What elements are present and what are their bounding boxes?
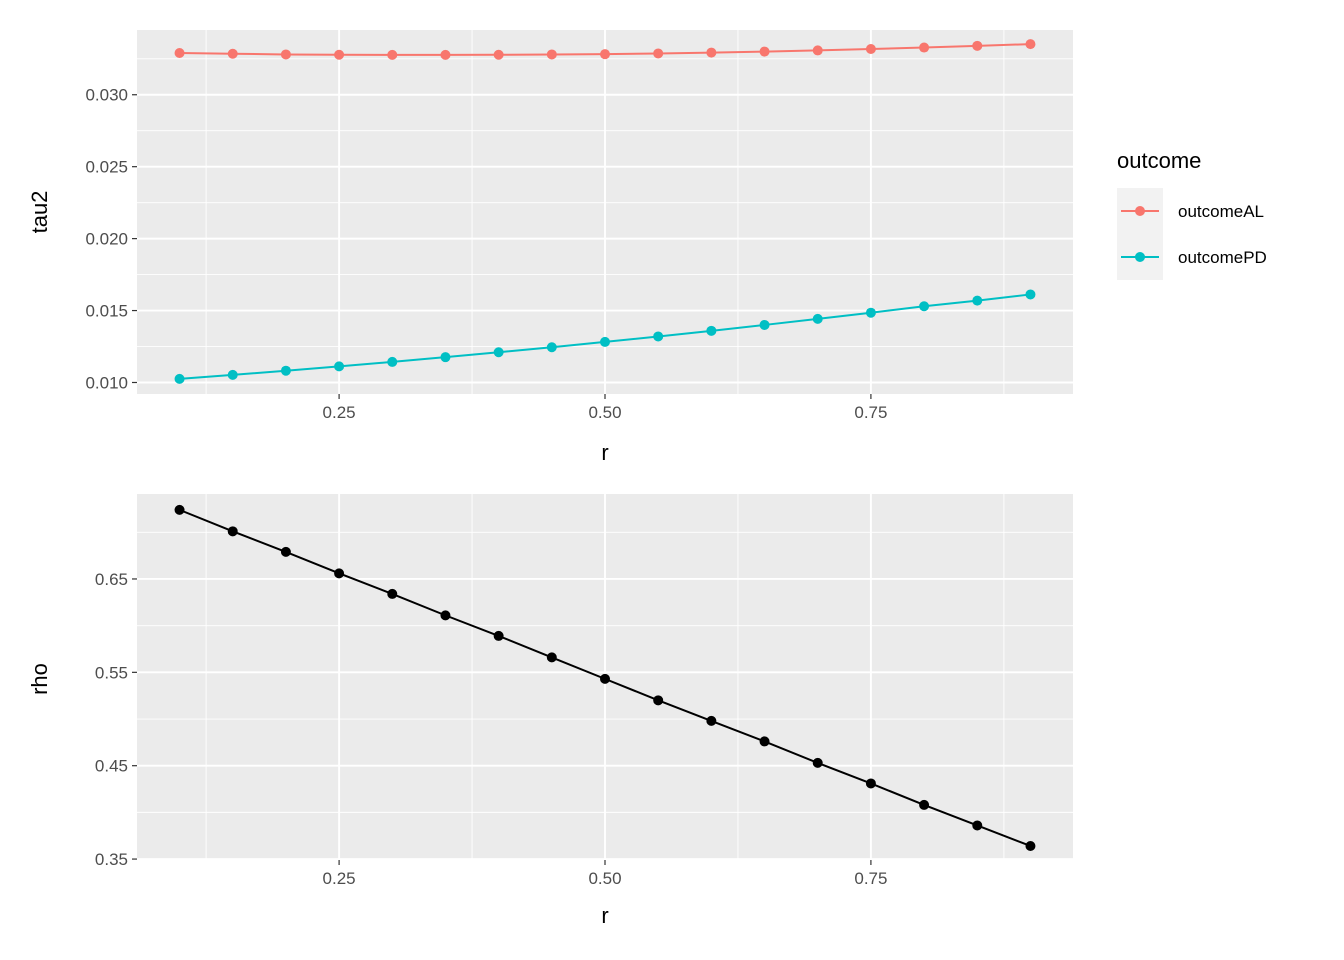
data-point-outcomeAL [227, 48, 238, 59]
tau2-x-tick-label: 0.75 [854, 403, 887, 422]
rho-major-gridlines [137, 494, 1073, 861]
rho-x-axis-title: r [601, 903, 608, 928]
tau2-y-tick-label: 0.015 [85, 302, 128, 321]
data-point-rho [600, 673, 610, 684]
data-point-outcomeAL [387, 49, 398, 60]
data-point-rho [227, 526, 238, 537]
data-point-outcomePD [174, 373, 185, 384]
data-point-outcomePD [706, 325, 717, 336]
data-point-outcomeAL [706, 47, 717, 58]
rho-y-tick-label: 0.65 [95, 570, 128, 589]
data-point-rho [387, 588, 398, 599]
legend-title: outcome [1117, 148, 1201, 173]
rho-y-axis: 0.35 0.45 0.55 0.65 [95, 570, 137, 869]
tau2-panel: 0.010 0.015 0.020 0.025 0.030 0.25 0.50 0.75 r… [27, 30, 1073, 465]
data-point-outcomePD [865, 307, 876, 318]
legend-label-outcomePD: outcomePD [1178, 248, 1267, 267]
data-point-rho [280, 546, 291, 557]
legend-key-point-outcomePD [1135, 252, 1145, 262]
rho-x-tick-label: 0.25 [323, 869, 356, 888]
data-point-rho [972, 820, 983, 831]
rho-panel: 0.35 0.45 0.55 0.65 0.25 0.50 0.75 r rho [27, 494, 1073, 928]
data-point-rho [706, 715, 717, 726]
data-point-outcomePD [919, 301, 930, 312]
data-point-rho [546, 652, 557, 663]
rho-x-axis: 0.25 0.50 0.75 [323, 860, 887, 888]
data-point-outcomeAL [600, 49, 610, 60]
data-point-outcomeAL [972, 40, 983, 51]
data-point-outcomeAL [759, 46, 770, 57]
data-point-outcomeAL [653, 48, 664, 59]
tau2-x-axis-title: r [601, 440, 608, 465]
rho-y-tick-label: 0.45 [95, 757, 128, 776]
rho-y-tick-label: 0.35 [95, 850, 128, 869]
data-point-rho [1025, 840, 1036, 851]
rho-y-tick-label: 0.55 [95, 663, 128, 682]
data-point-outcomeAL [174, 48, 185, 59]
data-point-rho [174, 504, 185, 515]
data-point-outcomeAL [280, 49, 291, 60]
data-point-outcomePD [1025, 289, 1036, 300]
data-point-outcomePD [972, 295, 983, 306]
data-point-rho [865, 778, 876, 789]
tau2-x-tick-label: 0.50 [588, 403, 621, 422]
data-point-rho [919, 799, 930, 810]
data-point-outcomePD [653, 331, 664, 342]
data-point-outcomeAL [1025, 39, 1036, 50]
data-point-outcomePD [387, 356, 398, 367]
tau2-y-axis-title: tau2 [27, 191, 52, 234]
tau2-x-tick-label: 0.25 [323, 403, 356, 422]
legend-keys [1117, 188, 1163, 280]
data-point-outcomeAL [865, 43, 876, 54]
rho-x-tick-label: 0.75 [854, 869, 887, 888]
legend-key-point-outcomeAL [1135, 206, 1145, 216]
data-point-outcomeAL [546, 49, 557, 60]
data-point-outcomePD [227, 369, 238, 380]
data-point-outcomeAL [334, 49, 345, 60]
data-point-outcomePD [440, 352, 451, 363]
data-point-rho [759, 736, 770, 747]
data-point-rho [812, 757, 823, 768]
legend-label-outcomeAL: outcomeAL [1178, 202, 1264, 221]
data-point-outcomeAL [440, 49, 451, 60]
tau2-y-tick-label: 0.025 [85, 158, 128, 177]
tau2-series-layer [174, 39, 1036, 384]
rho-y-axis-title: rho [27, 663, 52, 695]
data-point-outcomeAL [493, 49, 504, 60]
tau2-x-axis: 0.25 0.50 0.75 [323, 394, 887, 422]
data-point-outcomePD [493, 347, 504, 358]
tau2-y-tick-label: 0.020 [85, 230, 128, 249]
data-point-outcomePD [546, 342, 557, 353]
legend: outcome outcomeAL outcomePD [1117, 148, 1267, 280]
tau2-y-tick-label: 0.010 [85, 373, 128, 392]
data-point-outcomeAL [919, 42, 930, 53]
data-point-outcomePD [334, 361, 345, 372]
tau2-y-axis: 0.010 0.015 0.020 0.025 0.030 [85, 86, 137, 392]
data-point-rho [493, 630, 504, 641]
data-point-rho [440, 610, 451, 621]
data-point-outcomeAL [812, 45, 823, 56]
tau2-y-tick-label: 0.030 [85, 86, 128, 105]
data-point-outcomePD [812, 313, 823, 324]
data-point-outcomePD [600, 336, 610, 347]
data-point-rho [653, 695, 664, 706]
rho-x-tick-label: 0.50 [588, 869, 621, 888]
data-point-outcomePD [759, 319, 770, 330]
data-point-rho [334, 568, 345, 579]
rho-series-layer [174, 504, 1036, 851]
tau2-major-gridlines [137, 30, 1073, 394]
data-point-outcomePD [280, 365, 291, 376]
